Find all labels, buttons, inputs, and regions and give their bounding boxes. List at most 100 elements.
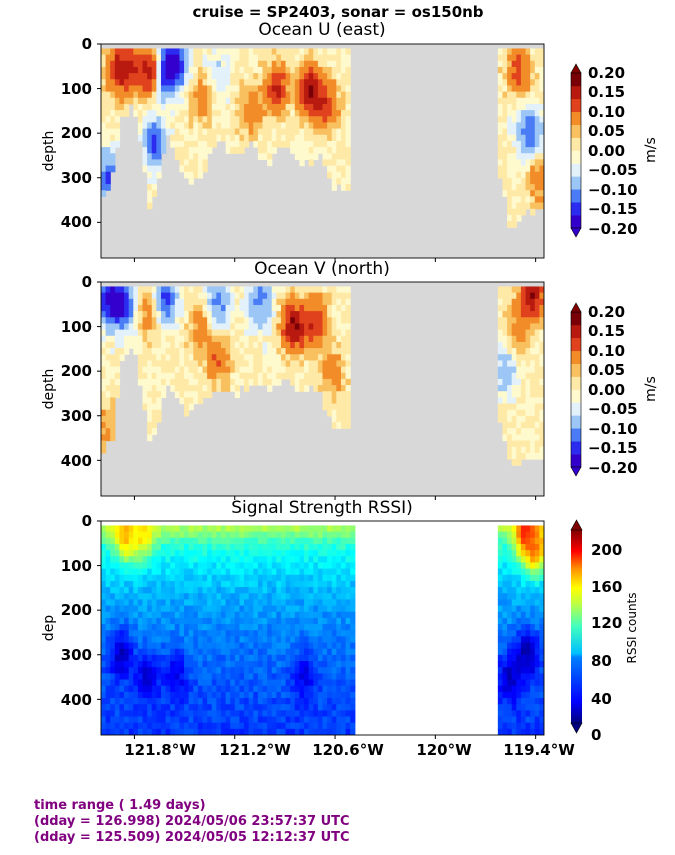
heatmap-cell — [299, 679, 305, 687]
heatmap-cell — [525, 704, 531, 711]
heatmap-cell — [119, 103, 125, 111]
heatmap-cell — [308, 73, 314, 80]
heatmap-cell — [331, 587, 337, 594]
heatmap-cell — [184, 605, 190, 613]
heatmap-cell — [239, 103, 245, 111]
heatmap-cell — [165, 562, 171, 570]
heatmap-cell — [216, 103, 222, 111]
heatmap-cell — [336, 685, 342, 693]
heatmap-cell — [105, 323, 111, 331]
heatmap-cell — [290, 48, 296, 56]
heatmap-cell — [156, 165, 162, 173]
heatmap-cell — [216, 543, 222, 551]
heatmap-cell — [124, 286, 130, 294]
heatmap-cell — [248, 568, 254, 576]
heatmap-cell — [170, 698, 176, 705]
heatmap-cell — [225, 580, 231, 588]
heatmap-cell — [110, 685, 116, 693]
heatmap-cell — [271, 304, 277, 312]
heatmap-cell — [539, 624, 544, 631]
heatmap-cell — [124, 341, 130, 349]
heatmap-cell — [211, 704, 217, 711]
heatmap-cell — [327, 593, 333, 601]
heatmap-cell — [257, 366, 264, 374]
heatmap-cell — [280, 128, 287, 136]
colorbar-tick: 40 — [591, 690, 612, 708]
heatmap-cell — [308, 722, 314, 730]
heatmap-cell — [262, 525, 268, 533]
heatmap-cell — [497, 171, 504, 179]
heatmap-cell — [516, 446, 522, 454]
heatmap-cell — [156, 298, 162, 306]
heatmap-cell — [331, 710, 337, 718]
heatmap-cell — [197, 636, 204, 644]
heatmap-cell — [170, 574, 176, 582]
heatmap-cell — [257, 348, 264, 355]
heatmap-cell — [239, 654, 245, 662]
heatmap-cell — [276, 642, 282, 650]
heatmap-cell — [151, 103, 157, 111]
heatmap-cell — [211, 54, 217, 62]
heatmap-cell — [507, 630, 513, 637]
heatmap-cell — [516, 599, 522, 607]
heatmap-cell — [322, 73, 328, 80]
heatmap-cell — [160, 91, 167, 99]
x-axis-ticks: 121.8°W 121.2°W 120.6°W 120°W 119.4°W — [124, 741, 575, 759]
heatmap-cell — [516, 661, 522, 668]
heatmap-cell — [105, 128, 111, 136]
heatmap-cell — [105, 617, 111, 625]
heatmap-cell — [225, 636, 231, 644]
heatmap-cell — [516, 208, 522, 216]
heatmap-cell — [262, 73, 268, 80]
heatmap-cell — [539, 428, 544, 435]
heatmap-cell — [520, 190, 527, 197]
heatmap-cell — [534, 440, 540, 448]
heatmap-cell — [216, 341, 222, 349]
heatmap-cell — [147, 568, 153, 576]
heatmap-cell — [170, 97, 176, 105]
heatmap-cell — [327, 525, 333, 533]
heatmap-cell — [147, 698, 153, 705]
heatmap-cell — [179, 673, 185, 681]
heatmap-cell — [128, 611, 134, 619]
heatmap-cell — [147, 716, 153, 724]
heatmap-cell — [114, 66, 121, 74]
colorbar-tick: 0.00 — [588, 142, 625, 160]
heatmap-cell — [225, 624, 231, 631]
heatmap-cell — [105, 574, 111, 582]
heatmap-cell — [119, 323, 125, 331]
heatmap-cell — [507, 673, 513, 681]
heatmap-cell — [322, 599, 328, 607]
heatmap-cell — [539, 679, 544, 687]
heatmap-cell — [313, 323, 319, 331]
heatmap-cell — [322, 525, 328, 533]
heatmap-cell — [184, 617, 190, 625]
heatmap-cell — [257, 728, 264, 735]
heatmap-cell — [322, 403, 328, 411]
heatmap-cell — [331, 568, 337, 576]
heatmap-cell — [220, 648, 227, 656]
heatmap-cell — [520, 128, 527, 136]
heatmap-cell — [124, 348, 130, 355]
heatmap-cell — [345, 116, 351, 124]
heatmap-cell — [174, 311, 181, 318]
heatmap-cell — [179, 122, 185, 130]
heatmap-cell — [137, 691, 144, 699]
heatmap-cell — [520, 97, 527, 105]
heatmap-cell — [262, 537, 268, 545]
colorbar-swatch — [571, 402, 581, 416]
heatmap-cell — [110, 562, 116, 570]
heatmap-cell — [280, 568, 287, 576]
heatmap-cell — [317, 537, 324, 545]
heatmap-cell — [234, 691, 241, 699]
heatmap-cell — [525, 648, 531, 656]
heatmap-cell — [225, 60, 231, 68]
heatmap-cell — [511, 716, 517, 724]
y-tick-label: 100 — [61, 80, 92, 98]
heatmap-cell — [313, 568, 319, 576]
heatmap-cell — [267, 110, 273, 117]
heatmap-cell — [110, 654, 116, 662]
heatmap-cell — [234, 292, 241, 300]
heatmap-cell — [234, 673, 241, 681]
heatmap-cell — [317, 605, 324, 613]
